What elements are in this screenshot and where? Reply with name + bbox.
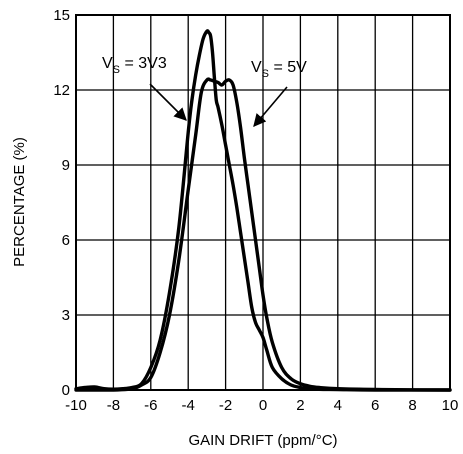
annotation-vs-5v: VS = 5V <box>251 59 307 80</box>
x-tick-label-8: 6 <box>371 397 379 414</box>
y-tick-label-2: 6 <box>62 232 70 249</box>
series-line-1 <box>74 77 452 392</box>
x-tick-label-7: 4 <box>334 397 342 414</box>
y-tick-label-5: 15 <box>53 7 70 24</box>
x-tick-label-1: -8 <box>107 397 120 414</box>
y-tick-label-0: 0 <box>62 382 70 399</box>
annotation-vs-3v3-main: V <box>102 55 113 72</box>
annotation-vs-5v-main: V <box>251 59 262 76</box>
x-tick-label-0: -10 <box>65 397 87 414</box>
x-tick-label-5: 0 <box>259 397 267 414</box>
y-tick-labels: 0 3 6 9 12 15 <box>53 7 70 399</box>
y-tick-label-3: 9 <box>62 157 70 174</box>
x-tick-label-3: -4 <box>182 397 195 414</box>
annotation-vs-5v-rest: = 5V <box>269 59 307 76</box>
grid-lines <box>76 15 450 390</box>
y-axis-title: PERCENTAGE (%) <box>11 137 28 267</box>
y-tick-label-4: 12 <box>53 82 70 99</box>
x-axis-title: GAIN DRIFT (ppm/°C) <box>188 432 337 449</box>
x-tick-label-10: 10 <box>442 397 459 414</box>
annotation-vs-3v3-arrow <box>149 83 187 121</box>
x-tick-label-9: 8 <box>408 397 416 414</box>
annotation-vs-5v-sub: S <box>262 68 269 80</box>
series-line-0 <box>74 29 452 392</box>
x-tick-label-2: -6 <box>144 397 157 414</box>
annotation-vs-5v-arrow <box>253 86 288 127</box>
curves <box>74 29 452 392</box>
y-tick-label-1: 3 <box>62 307 70 324</box>
x-tick-label-4: -2 <box>219 397 232 414</box>
annotation-vs-3v3: VS = 3V3 <box>102 55 167 76</box>
plot-frame <box>75 14 451 391</box>
x-tick-labels: -10 -8 -6 -4 -2 0 2 4 6 8 10 <box>65 397 458 414</box>
x-tick-label-6: 2 <box>296 397 304 414</box>
annotation-vs-3v3-sub: S <box>113 64 120 76</box>
annotation-vs-3v3-rest: = 3V3 <box>120 55 167 72</box>
